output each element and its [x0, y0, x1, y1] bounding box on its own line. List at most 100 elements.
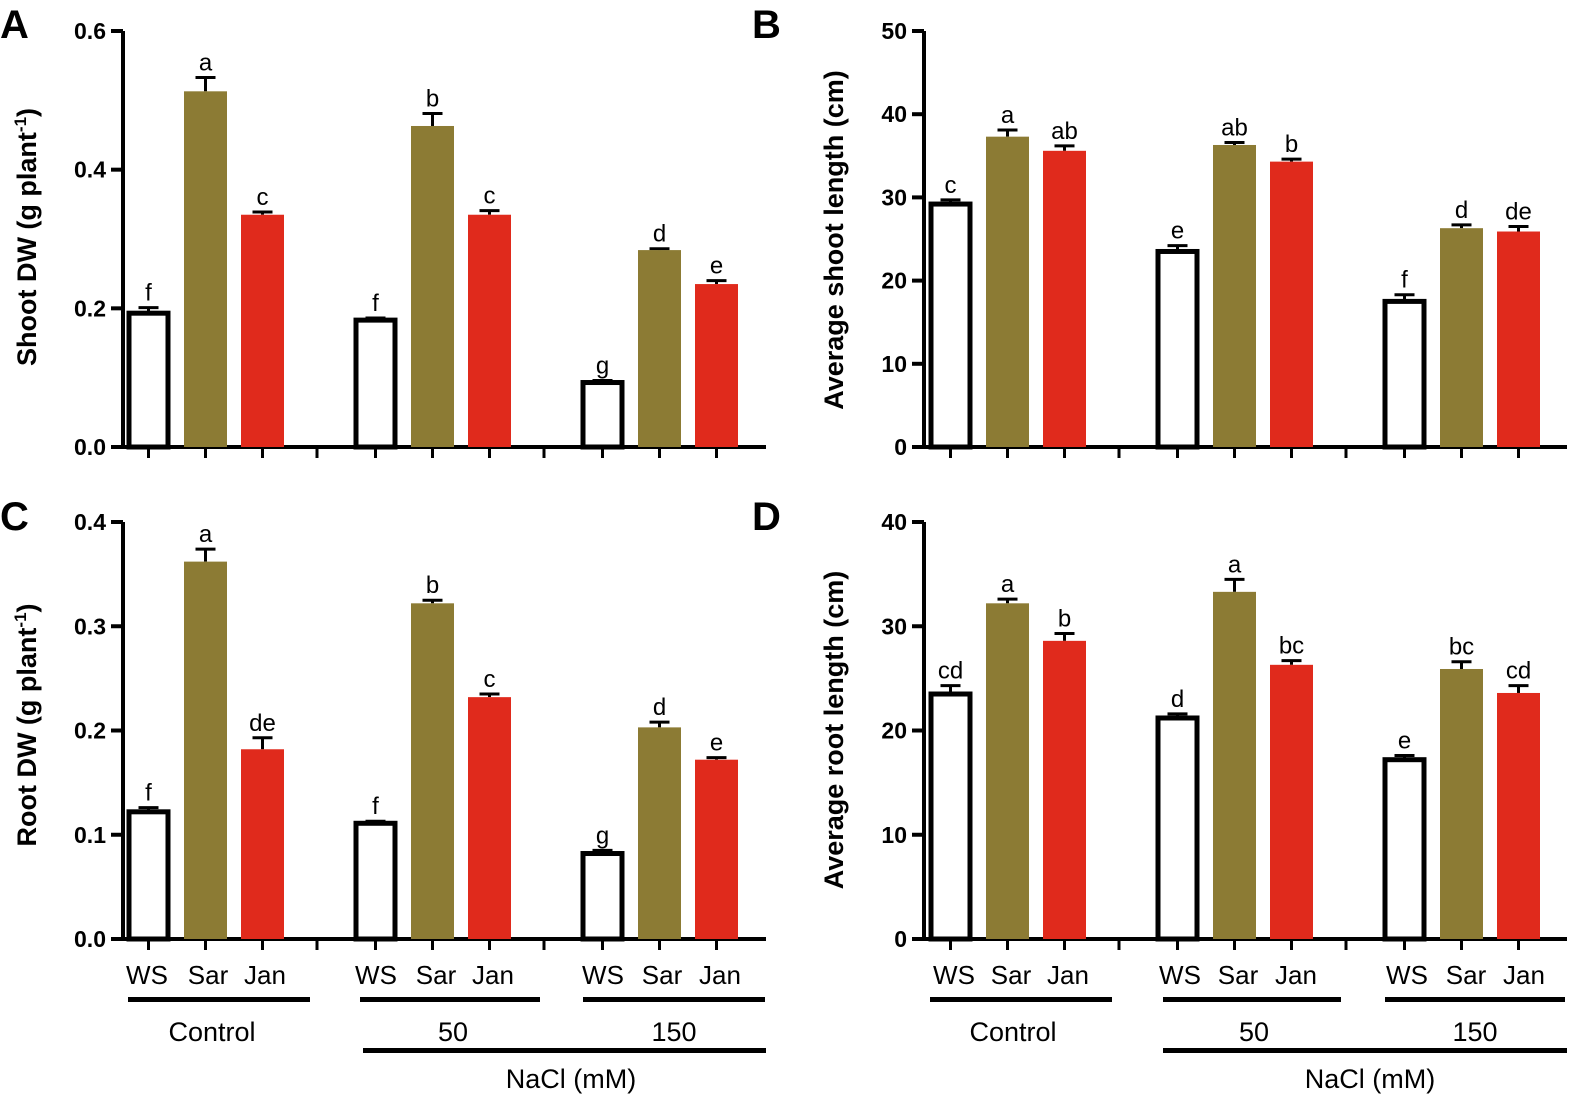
- bar-150-WS: [1382, 298, 1427, 450]
- panel-c: C Root DW (g plant-1) 0.0 0.1 0.2 0.3 0.4 f a d…: [0, 495, 766, 952]
- bar-50-Sar: [1213, 591, 1256, 939]
- panel-letter-b: B: [752, 3, 781, 47]
- axes-a: 0.0 0.2 0.4 0.6 f a c f b c g d e: [74, 18, 766, 460]
- bar-Control-WS: [928, 201, 973, 450]
- bar-Control-Sar: [986, 136, 1029, 447]
- y-axis-title-a: Shoot DW (g plant-1): [11, 108, 42, 366]
- bar-Control-WS: [126, 310, 171, 450]
- significance-letter: g: [596, 822, 609, 849]
- bar-50-Sar: [1213, 144, 1256, 447]
- y-tick-label: 40: [881, 509, 907, 535]
- axes-b: 0 10 20 30 40 50 c a ab e ab b f d de: [881, 18, 1567, 460]
- bar-150-Jan: [1497, 692, 1540, 939]
- significance-letter: a: [1001, 102, 1015, 129]
- bar-Control-Sar: [184, 561, 227, 939]
- significance-letter: d: [653, 221, 666, 248]
- bar-Control-Jan: [241, 214, 284, 447]
- significance-letter: de: [1505, 199, 1532, 226]
- x-tick-label-jan: Jan: [699, 960, 741, 990]
- panel-letter-a: A: [0, 3, 29, 47]
- y-tick-label: 0.4: [74, 509, 106, 535]
- bar-50-Jan: [1270, 161, 1313, 447]
- x-tick-label-jan: Jan: [472, 960, 514, 990]
- bar-50-Jan: [468, 697, 511, 939]
- y-tick-label: 0.3: [74, 613, 106, 639]
- nacl-bracket: [363, 1048, 766, 1053]
- x-tick-label-jan: Jan: [1047, 960, 1089, 990]
- significance-letter: a: [1001, 571, 1015, 598]
- x-tick-label-jan: Jan: [1503, 960, 1545, 990]
- y-tick-label: 10: [881, 822, 907, 848]
- significance-letter: bc: [1279, 633, 1304, 660]
- bar-50-Sar: [411, 603, 454, 939]
- x-tick-label-ws: WS: [933, 960, 975, 990]
- bar-150-Jan: [695, 759, 738, 939]
- x-tick-label-ws: WS: [1159, 960, 1201, 990]
- x-tick-label-ws: WS: [582, 960, 624, 990]
- significance-letter: c: [484, 666, 496, 693]
- axes-d: 0 10 20 30 40 cd a b d a bc e bc cd: [881, 509, 1567, 952]
- x-tick-label-ws: WS: [126, 960, 168, 990]
- bar-150-Sar: [638, 727, 681, 939]
- x-tick-label-sar: Sar: [642, 960, 683, 990]
- group-label-control: Control: [168, 1017, 255, 1047]
- significance-letter: c: [257, 184, 269, 211]
- significance-letter: cd: [938, 658, 963, 685]
- treatment-label: NaCl (mM): [1305, 1064, 1435, 1094]
- bar-50-Jan: [468, 214, 511, 447]
- y-tick-label: 20: [881, 268, 907, 294]
- significance-letter: ab: [1051, 118, 1078, 145]
- bar-150-Sar: [1440, 668, 1483, 939]
- group-label-control: Control: [969, 1017, 1056, 1047]
- panel-letter-c: C: [0, 495, 29, 539]
- y-tick-label: 0: [894, 926, 907, 952]
- bar-50-Sar: [411, 125, 454, 447]
- bar-Control-WS: [928, 691, 973, 942]
- significance-letter: f: [372, 290, 379, 317]
- bar-Control-Sar: [986, 603, 1029, 939]
- y-tick-label: 40: [881, 101, 907, 127]
- group-bracket-150: [1385, 997, 1565, 1002]
- x-tick-label-ws: WS: [1386, 960, 1428, 990]
- significance-letter: d: [653, 694, 666, 721]
- y-tick-label: 0.1: [74, 822, 106, 848]
- significance-letter: d: [1171, 686, 1184, 713]
- y-axis-title-c: Root DW (g plant-1): [11, 603, 42, 846]
- significance-letter: f: [372, 793, 379, 820]
- bar-Control-Jan: [1043, 640, 1086, 939]
- x-tick-label-sar: Sar: [1218, 960, 1259, 990]
- x-tick-label-jan: Jan: [1275, 960, 1317, 990]
- significance-letter: b: [1058, 606, 1071, 633]
- panel-d: D Average root length (cm) 0 10 20 30 40 cd a b…: [752, 495, 1567, 952]
- x-tick-label-sar: Sar: [1446, 960, 1487, 990]
- panel-letter-d: D: [752, 495, 781, 539]
- bar-Control-Jan: [241, 749, 284, 939]
- y-tick-label: 50: [881, 18, 907, 44]
- y-tick-label: 0.2: [74, 295, 106, 321]
- y-axis-title-b: Average shoot length (cm): [819, 70, 849, 410]
- significance-letter: f: [145, 280, 152, 307]
- y-axis-title-d: Average root length (cm): [819, 571, 849, 890]
- bar-150-WS: [580, 380, 625, 450]
- bar-50-WS: [353, 317, 398, 450]
- significance-letter: cd: [1506, 658, 1531, 685]
- x-tick-label-jan: Jan: [244, 960, 286, 990]
- bar-Control-Jan: [1043, 150, 1086, 448]
- y-tick-label: 0.0: [74, 926, 106, 952]
- group-bracket-control: [128, 997, 310, 1002]
- y-tick-label: 30: [881, 184, 907, 210]
- significance-letter: a: [199, 521, 213, 548]
- significance-letter: b: [426, 572, 439, 599]
- bar-50-Jan: [1270, 664, 1313, 939]
- bar-150-Jan: [1497, 231, 1540, 447]
- y-tick-label: 0.2: [74, 718, 106, 744]
- x-labels-left: WS Sar Jan WS Sar Jan WS Sar Jan Control…: [126, 960, 766, 1094]
- significance-letter: a: [1228, 551, 1242, 578]
- significance-letter: e: [710, 253, 723, 280]
- significance-letter: e: [1398, 728, 1411, 755]
- group-label-50: 50: [438, 1017, 468, 1047]
- nacl-bracket: [1163, 1048, 1567, 1053]
- bar-Control-WS: [126, 809, 171, 942]
- significance-letter: e: [710, 730, 723, 757]
